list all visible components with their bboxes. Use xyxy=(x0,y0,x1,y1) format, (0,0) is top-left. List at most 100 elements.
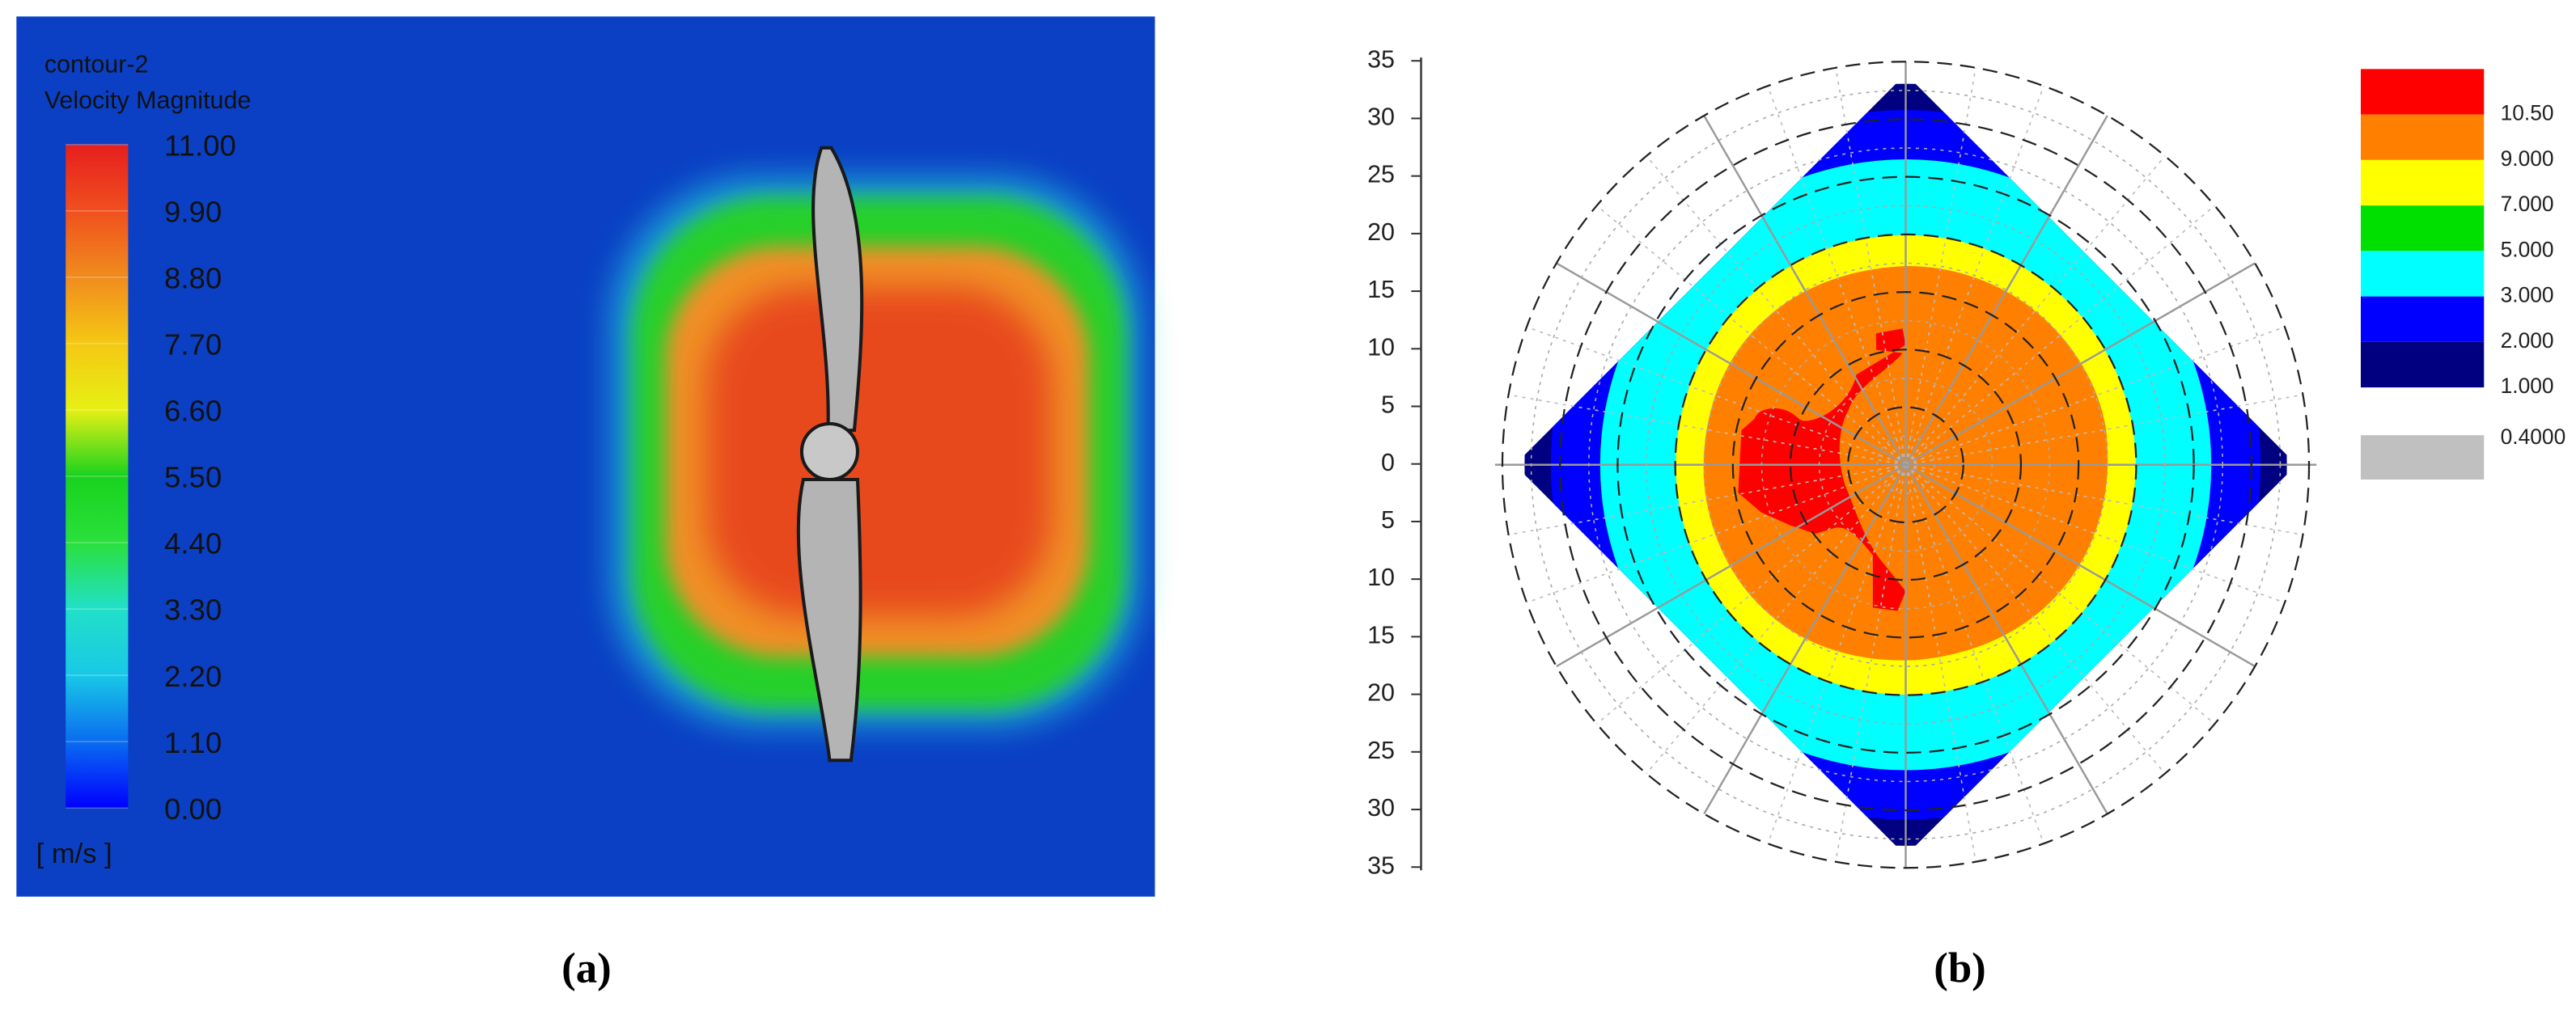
contour-title: contour-2 xyxy=(44,50,149,78)
colorbar-tick-label: 8.80 xyxy=(164,262,222,295)
spoke xyxy=(1904,464,2108,815)
polar-minor-circle xyxy=(1530,90,2282,840)
spoke xyxy=(1703,464,1907,815)
y-tick-label: 35 xyxy=(1367,852,1395,879)
colorbar-tick-label: 2.20 xyxy=(164,660,222,693)
caption: (a) xyxy=(561,944,612,991)
minor-spoke xyxy=(1835,67,1907,465)
legend-swatch xyxy=(2360,205,2485,251)
minor-spoke xyxy=(1905,326,2286,466)
legend-swatch xyxy=(2360,69,2485,115)
colorbar-tick-label: 5.50 xyxy=(164,461,222,494)
minor-spoke xyxy=(1904,464,2044,844)
polar-minor-circle xyxy=(1588,147,2224,783)
y-tick-label: 10 xyxy=(1367,564,1395,591)
spoke xyxy=(1703,115,1907,466)
minor-spoke xyxy=(1526,463,1906,604)
y-tick-label: 25 xyxy=(1367,737,1395,764)
colorbar-tick-label: 0.00 xyxy=(164,792,222,826)
minor-spoke xyxy=(1904,205,2215,466)
y-tick-label: 35 xyxy=(1367,45,1395,73)
legend-swatch xyxy=(2360,435,2485,480)
legend-label: 9.000 xyxy=(2501,146,2554,171)
minor-spoke xyxy=(1904,464,2166,775)
minor-spoke xyxy=(1767,86,1907,466)
polar-circle xyxy=(1674,233,2137,696)
minor-spoke xyxy=(1508,394,1906,466)
minor-spoke xyxy=(1904,86,2044,466)
polar-minor-circle xyxy=(1646,205,2166,725)
minor-spoke xyxy=(1904,67,1976,465)
polar-circle xyxy=(1616,175,2195,754)
y-tick-label: 20 xyxy=(1367,679,1395,707)
polar-circle xyxy=(1731,290,2080,639)
spoke xyxy=(1904,115,2108,466)
y-tick-label: 15 xyxy=(1367,621,1395,649)
legend-label: 7.000 xyxy=(2501,192,2554,216)
spoke xyxy=(1556,262,1907,466)
polar-minor-circle xyxy=(1760,319,2051,610)
colorbar-tick-label: 11.00 xyxy=(164,129,236,162)
legend-swatch xyxy=(2360,114,2485,160)
y-tick-label: 10 xyxy=(1367,333,1395,361)
minor-spoke xyxy=(1904,464,2215,725)
colorbar xyxy=(66,144,129,809)
y-tick-label: 25 xyxy=(1367,161,1395,188)
colorbar-tick-label: 9.90 xyxy=(164,196,222,229)
contour-subtitle: Velocity Magnitude xyxy=(44,87,252,114)
colorbar-tick-label: 7.70 xyxy=(164,328,222,361)
colorbar-tick-label: 3.30 xyxy=(164,594,222,627)
minor-spoke xyxy=(1526,326,1906,466)
y-tick-label: 0 xyxy=(1381,449,1395,476)
polar-minor-circle xyxy=(1818,378,1993,552)
legend-swatch xyxy=(2360,296,2485,342)
minor-spoke xyxy=(1767,464,1907,844)
legend-label: 3.000 xyxy=(2501,283,2554,307)
polar-circle xyxy=(1847,406,1964,524)
legend-label: 1.000 xyxy=(2501,374,2554,398)
colorbar-tick-label: 4.40 xyxy=(164,527,222,560)
y-tick-label: 15 xyxy=(1367,276,1395,303)
field-red xyxy=(706,287,1052,616)
polar-circle xyxy=(1789,349,2023,581)
minor-spoke xyxy=(1596,464,1907,725)
blade xyxy=(811,146,864,433)
polar-minor-circle xyxy=(1703,262,2108,667)
legend-swatch xyxy=(2360,159,2485,206)
polar-minor-circle xyxy=(1876,435,1935,495)
minor-spoke xyxy=(1646,155,1907,466)
colorbar-tick-label: 1.10 xyxy=(164,726,222,759)
minor-spoke xyxy=(1905,463,2286,604)
legend-swatch xyxy=(2360,251,2485,297)
y-tick-label: 5 xyxy=(1381,506,1395,534)
legend-label: 5.000 xyxy=(2501,237,2554,261)
blade xyxy=(796,477,862,763)
minor-spoke xyxy=(1904,464,1976,862)
minor-spoke xyxy=(1904,155,2166,466)
y-tick-label: 20 xyxy=(1367,218,1395,246)
legend-label: 10.50 xyxy=(2501,101,2554,125)
y-tick-label: 5 xyxy=(1381,391,1395,419)
unit-label: [ m/s ] xyxy=(36,839,112,869)
polar-circle xyxy=(1501,61,2311,869)
minor-spoke xyxy=(1905,463,2303,536)
legend-label: 0.4000 xyxy=(2501,425,2566,449)
minor-spoke xyxy=(1835,464,1907,862)
hub xyxy=(799,421,860,482)
polar-circle xyxy=(1559,118,2252,812)
minor-spoke xyxy=(1646,464,1907,775)
minor-spoke xyxy=(1508,463,1906,536)
y-tick-label: 30 xyxy=(1367,103,1395,130)
minor-spoke xyxy=(1596,205,1907,466)
minor-spoke xyxy=(1905,394,2303,466)
y-tick-label: 30 xyxy=(1367,794,1395,822)
legend-swatch xyxy=(2360,341,2485,388)
caption: (b) xyxy=(1934,944,1986,991)
polar-grid: 35 30 25 20 15 10 5 0 5 10 15 20 25 30 35 xyxy=(1367,45,2317,879)
legend-label: 2.000 xyxy=(2501,328,2554,353)
spoke xyxy=(1904,463,2256,668)
colorbar-tick-label: 6.60 xyxy=(164,395,222,428)
region xyxy=(1738,328,1906,611)
